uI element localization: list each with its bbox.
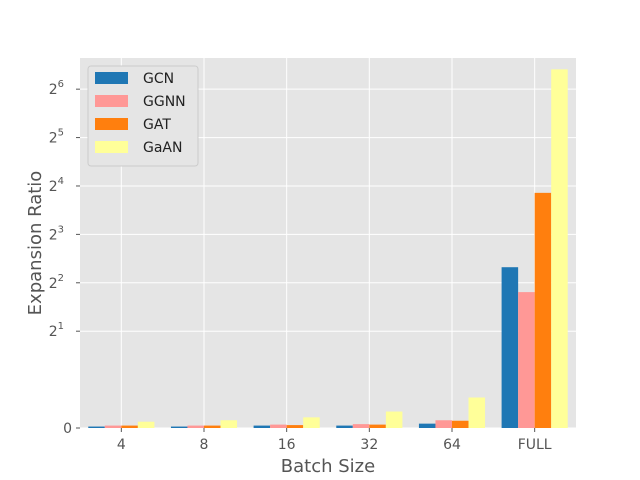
- legend-swatch-gcn: [95, 72, 128, 84]
- bar-gat-32: [369, 424, 386, 428]
- x-ticks: 4 8 16 32 64 FULL: [117, 428, 552, 453]
- bar-gcn-4: [88, 426, 105, 428]
- bar-gaan-8: [220, 420, 238, 428]
- y-tick-label: 25: [49, 128, 64, 147]
- legend-label-ggnn: GGNN: [143, 94, 186, 110]
- legend-swatch-gat: [95, 118, 128, 130]
- legend-swatch-ggnn: [95, 95, 128, 107]
- x-axis-label: Batch Size: [281, 456, 375, 477]
- bar-gaan-64: [468, 397, 486, 428]
- bar-ggnn-64: [435, 420, 452, 428]
- bar-gcn-full: [501, 267, 519, 428]
- bar-gaan-4: [137, 421, 155, 428]
- y-tick-label: 23: [49, 224, 64, 243]
- y-tick-label: 26: [49, 79, 64, 98]
- bar-ggnn-4: [104, 425, 122, 428]
- bar-gaan-16: [303, 417, 320, 428]
- y-ticks: 0 21 22 23 24 25 26: [49, 79, 80, 437]
- x-tick-label: 4: [117, 437, 126, 453]
- y-axis-label: Expansion Ratio: [25, 171, 46, 316]
- legend-swatch-gaan: [95, 141, 128, 153]
- bar-ggnn-full: [518, 292, 535, 428]
- x-tick-label: 8: [200, 437, 209, 453]
- bar-ggnn-8: [187, 425, 204, 428]
- legend: GCN GGNN GAT GaAN: [87, 65, 199, 167]
- bar-gat-full: [534, 192, 552, 428]
- x-tick-label: 32: [360, 437, 378, 453]
- legend-label-gat: GAT: [143, 117, 171, 133]
- x-tick-label: 16: [278, 437, 296, 453]
- bar-gat-4: [121, 425, 138, 428]
- bar-ggnn-16: [270, 424, 287, 428]
- y-tick-label: 0: [63, 421, 72, 437]
- bars: [88, 69, 568, 428]
- bar-gcn-64: [418, 423, 436, 428]
- y-tick-label: 24: [49, 176, 64, 195]
- bar-gat-64: [452, 420, 469, 428]
- y-tick-label: 21: [49, 321, 64, 340]
- legend-label-gcn: GCN: [143, 71, 174, 87]
- bar-gat-8: [204, 425, 221, 428]
- y-tick-label: 22: [49, 273, 64, 292]
- bar-gcn-32: [336, 425, 353, 428]
- bar-gcn-16: [253, 425, 271, 428]
- legend-label-gaan: GaAN: [143, 140, 182, 156]
- bar-gaan-32: [385, 411, 403, 428]
- bar-gat-16: [286, 425, 304, 428]
- x-tick-label: 64: [443, 437, 461, 453]
- bar-gcn-8: [170, 426, 188, 428]
- x-tick-label: FULL: [518, 437, 552, 453]
- bar-gaan-full: [551, 69, 568, 428]
- bar-ggnn-32: [352, 424, 370, 428]
